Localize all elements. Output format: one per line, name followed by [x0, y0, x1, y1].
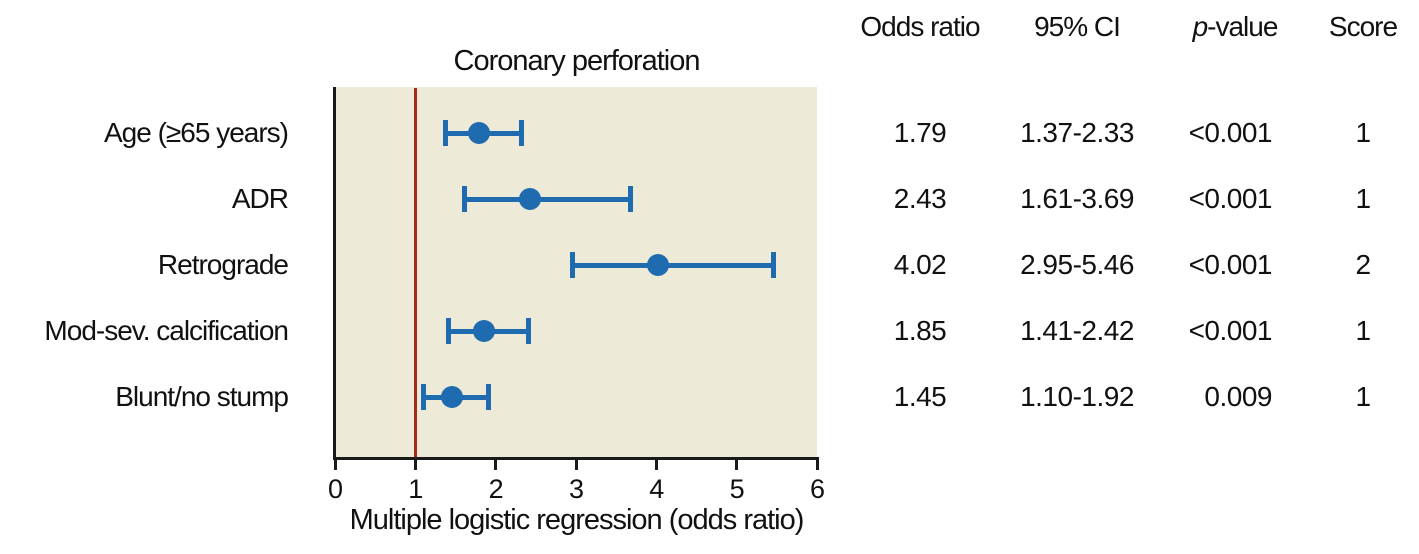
odds-ratio-marker — [467, 122, 490, 144]
x-axis-label: Multiple logistic regression (odds ratio… — [349, 504, 805, 536]
cell-ci: 1.61-3.69 — [1020, 183, 1134, 214]
x-axis-tick-label: 1 — [408, 474, 423, 504]
x-axis-line — [333, 457, 819, 460]
row-label: Age (≥65 years) — [103, 117, 289, 148]
x-axis-tick-label: 4 — [649, 474, 664, 504]
row-label: Mod-sev. calcification — [44, 315, 289, 346]
cell-odds-ratio: 2.43 — [893, 183, 947, 214]
x-axis-tick-label: 3 — [568, 474, 584, 504]
ci-error-bar — [572, 262, 774, 268]
cell-ci: 1.37-2.33 — [1020, 117, 1134, 148]
cell-p-value: <0.001 — [1188, 117, 1273, 148]
ci-cap-right — [486, 384, 492, 410]
plot-title: Coronary perforation — [453, 45, 701, 77]
table-header-odds-ratio: Odds ratio — [860, 11, 980, 42]
cell-score: 1 — [1355, 381, 1371, 412]
ci-cap-left — [570, 252, 575, 278]
cell-ci: 1.10-1.92 — [1020, 381, 1134, 412]
cell-p-value: <0.001 — [1188, 249, 1273, 280]
cell-p-value: 0.009 — [1204, 381, 1272, 412]
cell-odds-ratio: 1.85 — [893, 315, 947, 346]
ci-cap-right — [770, 252, 776, 278]
ci-cap-right — [519, 120, 525, 146]
table-header-p-value: p-value — [1192, 11, 1279, 42]
x-axis-tick-label: 0 — [327, 474, 343, 504]
cell-score: 1 — [1355, 183, 1371, 214]
cell-p-value: <0.001 — [1188, 183, 1273, 214]
cell-ci: 1.41-2.42 — [1020, 315, 1134, 346]
x-axis-tick — [815, 460, 819, 470]
odds-ratio-marker — [472, 320, 495, 342]
x-axis-tick — [413, 460, 417, 470]
odds-ratio-marker — [646, 254, 669, 276]
y-axis-line — [333, 87, 336, 460]
ci-cap-left — [446, 318, 452, 344]
x-axis-tick — [333, 460, 337, 470]
x-axis-tick-label: 2 — [488, 474, 504, 504]
cell-score: 1 — [1355, 117, 1371, 148]
ci-cap-right — [526, 318, 532, 344]
cell-odds-ratio: 1.79 — [893, 117, 947, 148]
ci-cap-left — [421, 384, 427, 410]
table-header-score: Score — [1328, 11, 1398, 42]
cell-ci: 2.95-5.46 — [1020, 249, 1134, 280]
table-header-ci: 95% CI — [1034, 11, 1121, 42]
x-axis-tick — [735, 460, 739, 470]
cell-p-value: <0.001 — [1188, 315, 1273, 346]
ci-error-bar — [464, 196, 632, 202]
row-label: Retrograde — [157, 249, 289, 280]
cell-odds-ratio: 1.45 — [893, 381, 947, 412]
cell-odds-ratio: 4.02 — [893, 249, 947, 280]
x-axis-tick — [574, 460, 578, 470]
ci-cap-left — [462, 186, 468, 212]
cell-score: 1 — [1355, 315, 1371, 346]
row-label: ADR — [231, 183, 289, 214]
cell-score: 2 — [1355, 249, 1371, 280]
x-axis-tick-label: 6 — [809, 474, 825, 504]
plot-area-background — [336, 87, 817, 457]
x-axis-tick — [494, 460, 498, 470]
odds-ratio-marker — [519, 188, 542, 210]
row-label: Blunt/no stump — [115, 381, 289, 412]
reference-line-or-1 — [413, 88, 417, 457]
x-axis-tick — [654, 460, 658, 470]
x-axis-tick-label: 5 — [729, 474, 745, 504]
odds-ratio-marker — [440, 386, 463, 408]
ci-cap-left — [443, 120, 449, 146]
ci-cap-right — [628, 186, 634, 212]
